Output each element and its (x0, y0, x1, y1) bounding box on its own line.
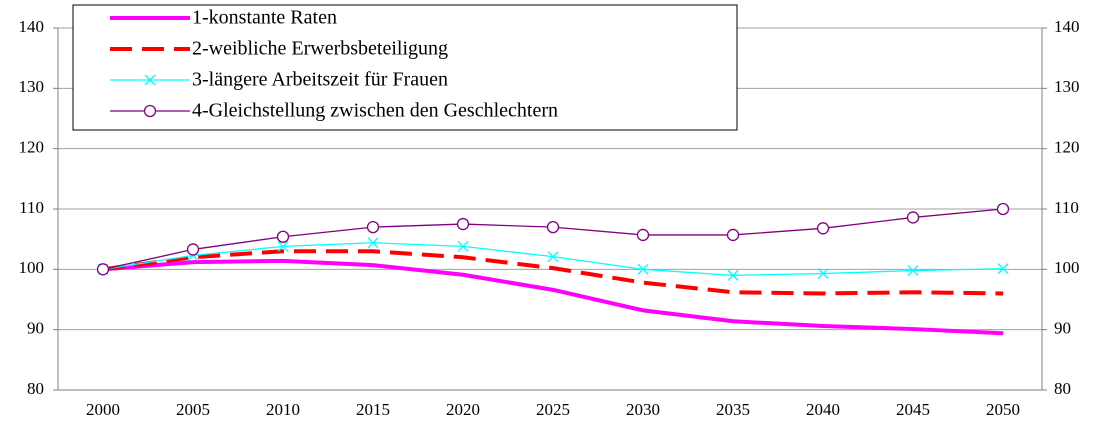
marker-circle (546, 220, 560, 234)
y2-tick-label: 110 (1054, 198, 1079, 217)
x-tick-label: 2020 (446, 400, 480, 419)
y-tick-label: 130 (19, 77, 45, 96)
marker-x (277, 240, 289, 252)
y2-tick-label: 100 (1054, 258, 1080, 277)
legend: 1-konstante Raten 2-weibliche Erwerbsbete… (72, 4, 738, 131)
marker-circle (366, 220, 380, 234)
marker-x (367, 237, 379, 249)
line (102, 258, 1004, 336)
legend-label: 3-längere Arbeitszeit für Frauen (192, 69, 448, 91)
y2-tick-label: 90 (1054, 319, 1071, 338)
x-tick-label: 2015 (356, 400, 390, 419)
marker-x (907, 265, 919, 276)
marker-circle (186, 243, 200, 256)
marker-circle (96, 263, 110, 276)
marker-circle (456, 217, 470, 231)
x-tick-label: 2045 (896, 400, 930, 419)
y2-tick-label: 140 (1054, 17, 1080, 36)
x-tick-label: 2005 (176, 400, 210, 419)
marker-x (457, 240, 469, 252)
marker-x (817, 268, 829, 280)
marker-circle (636, 228, 650, 242)
x-tick-label: 2030 (626, 400, 660, 419)
x-tick-label: 2025 (536, 400, 570, 419)
y-tick-label: 110 (19, 198, 44, 217)
marker-x (637, 263, 649, 275)
x-tick-label: 2000 (86, 400, 120, 419)
y-tick-label: 100 (19, 258, 45, 277)
y-tick-label: 120 (19, 138, 45, 157)
marker-circle (276, 230, 290, 243)
y2-tick-label: 80 (1054, 379, 1071, 398)
y-tick-label: 80 (27, 379, 44, 398)
x-tick-label: 2010 (266, 400, 300, 419)
marker-x (547, 251, 559, 263)
y2-tick-label: 120 (1054, 138, 1080, 157)
y-tick-label: 140 (19, 17, 45, 36)
y2-tick-label: 130 (1054, 77, 1080, 96)
marker-x (997, 263, 1009, 275)
legend-label: 1-konstante Raten (192, 7, 337, 29)
x-tick-label: 2040 (806, 400, 840, 419)
marker-circle (906, 211, 920, 224)
line (102, 242, 1004, 277)
marker-x (144, 74, 156, 86)
legend-box (72, 4, 738, 131)
x-tick-label: 2035 (716, 400, 750, 419)
marker-circle (726, 228, 740, 242)
marker-circle (816, 222, 830, 235)
marker-x (727, 269, 739, 281)
legend-label: 4-Gleichstellung zwischen den Geschlecht… (192, 100, 558, 122)
line (102, 249, 1004, 296)
legend-label: 2-weibliche Erwerbsbeteiligung (192, 38, 448, 60)
marker-circle (996, 202, 1010, 216)
x-tick-label: 2050 (986, 400, 1020, 419)
marker-circle (143, 104, 157, 118)
y-tick-label: 90 (27, 319, 44, 338)
